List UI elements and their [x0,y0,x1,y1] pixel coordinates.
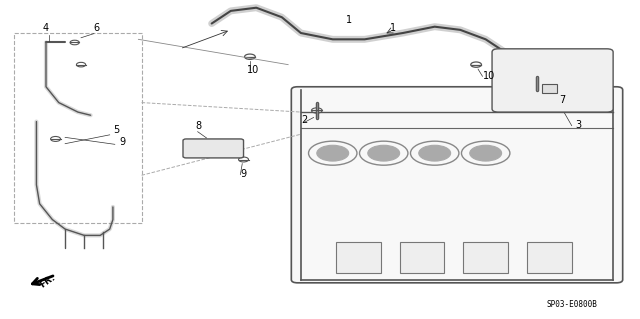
Bar [527,242,572,273]
Text: 3: 3 [575,120,581,130]
Text: 1: 1 [346,15,352,26]
Text: 5: 5 [113,125,119,135]
Text: 10: 10 [483,71,495,81]
FancyBboxPatch shape [183,139,244,158]
Bar [14,33,141,223]
Circle shape [317,145,349,161]
Circle shape [368,145,399,161]
Bar [541,84,557,93]
Text: 4: 4 [43,23,49,33]
Text: 7: 7 [559,94,565,105]
Text: 1: 1 [390,23,396,33]
Text: FR.: FR. [38,273,56,290]
FancyBboxPatch shape [492,49,613,112]
Circle shape [470,145,502,161]
FancyBboxPatch shape [291,87,623,283]
Bar [399,242,444,273]
Bar [463,242,508,273]
Text: 2: 2 [301,115,307,125]
Text: 9: 9 [119,137,125,147]
Text: SP03-E0800B: SP03-E0800B [546,300,597,309]
Text: 6: 6 [94,23,100,33]
Bar [336,242,381,273]
Text: 10: 10 [246,64,259,75]
Text: 9: 9 [241,169,246,179]
Text: 8: 8 [196,122,202,131]
Circle shape [419,145,451,161]
